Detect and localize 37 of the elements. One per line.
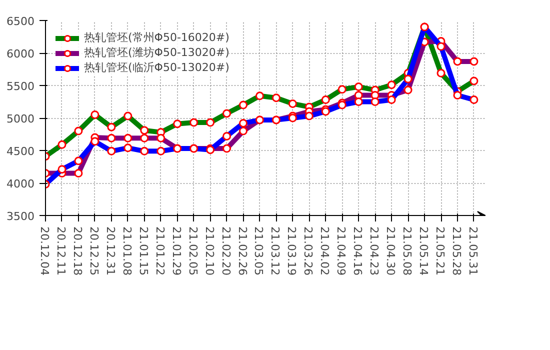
legend-label: 热轧管坯(常州Φ50-16020#)	[84, 30, 230, 45]
x-tick-label: 20.12.31	[104, 226, 117, 276]
x-tick-label: 21.01.08	[120, 226, 134, 276]
x-tick-label: 21.04.23	[368, 226, 381, 276]
x-tick-label: 21.02.10	[202, 226, 216, 276]
y-tick-label: 5500	[6, 80, 35, 93]
x-tick-label: 21.02.26	[236, 226, 249, 276]
x-tick-label: 21.04.30	[384, 226, 398, 276]
y-tick-label: 6000	[6, 48, 35, 60]
x-tick-label: 21.01.22	[153, 226, 166, 276]
y-tick-label: 6500	[6, 15, 35, 28]
x-tick-label: 21.03.26	[302, 226, 315, 276]
x-tick-label: 21.02.05	[186, 226, 200, 276]
x-tick-label: 20.12.11	[54, 226, 68, 276]
x-tick-label: 21.03.12	[268, 226, 282, 276]
legend-label: 热轧管坯(临沂Φ50-13020#)	[84, 60, 230, 75]
x-tick-label: 21.03.05	[252, 226, 266, 276]
legend-label: 热轧管坯(潍坊Φ50-13020#)	[84, 45, 230, 60]
x-tick-label: 21.05.31	[466, 226, 480, 276]
x-tick-label: 21.01.15	[136, 226, 150, 276]
x-tick-label: 21.05.28	[450, 226, 463, 276]
x-tick-label: 21.04.16	[351, 226, 364, 276]
x-tick-label: 21.05.21	[434, 226, 447, 276]
y-tick-label: 4500	[6, 145, 35, 158]
y-tick-label: 4000	[6, 178, 35, 190]
x-tick-label: 21.03.19	[285, 226, 298, 276]
x-tick-label: 21.04.02	[318, 226, 332, 276]
y-tick-label: 3500	[6, 210, 35, 223]
x-tick-label: 21.05.08	[400, 226, 414, 276]
x-tick-label: 20.12.25	[87, 226, 100, 276]
x-tick-label: 21.01.29	[170, 226, 183, 276]
y-tick-label: 5000	[6, 112, 35, 126]
x-tick-label: 21.02.20	[219, 226, 232, 276]
x-tick-label: 20.12.18	[70, 226, 84, 276]
x-tick-label: 21.05.14	[417, 226, 430, 276]
x-tick-label: 21.04.09	[334, 226, 348, 276]
x-tick-label: 20.12.04	[38, 226, 51, 276]
